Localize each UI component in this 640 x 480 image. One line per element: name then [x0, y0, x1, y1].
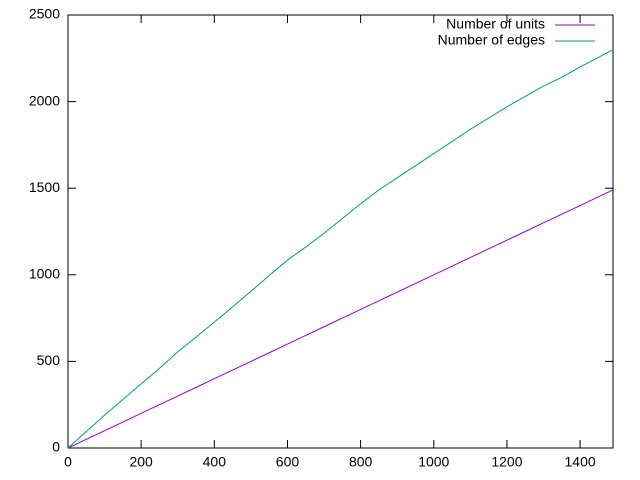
x-tick-label: 0: [64, 454, 72, 470]
plot-border: [67, 14, 614, 449]
y-tick-label: 1000: [29, 266, 60, 282]
legend-label: Number of units: [446, 16, 545, 32]
x-tick-label: 1200: [491, 454, 522, 470]
x-tick-label: 400: [203, 454, 227, 470]
y-tick-label: 1500: [29, 179, 60, 195]
y-tick-label: 0: [52, 439, 60, 455]
y-tick-label: 2500: [29, 6, 60, 22]
x-tick-label: 1000: [418, 454, 449, 470]
y-tick-label: 2000: [29, 92, 60, 108]
x-tick-label: 1400: [565, 454, 596, 470]
y-tick-label: 500: [37, 352, 61, 368]
x-tick-label: 200: [129, 454, 153, 470]
x-tick-label: 800: [349, 454, 373, 470]
x-tick-label: 600: [276, 454, 300, 470]
legend-label: Number of edges: [438, 32, 545, 48]
series-line: [67, 49, 614, 449]
series-line: [67, 189, 614, 449]
